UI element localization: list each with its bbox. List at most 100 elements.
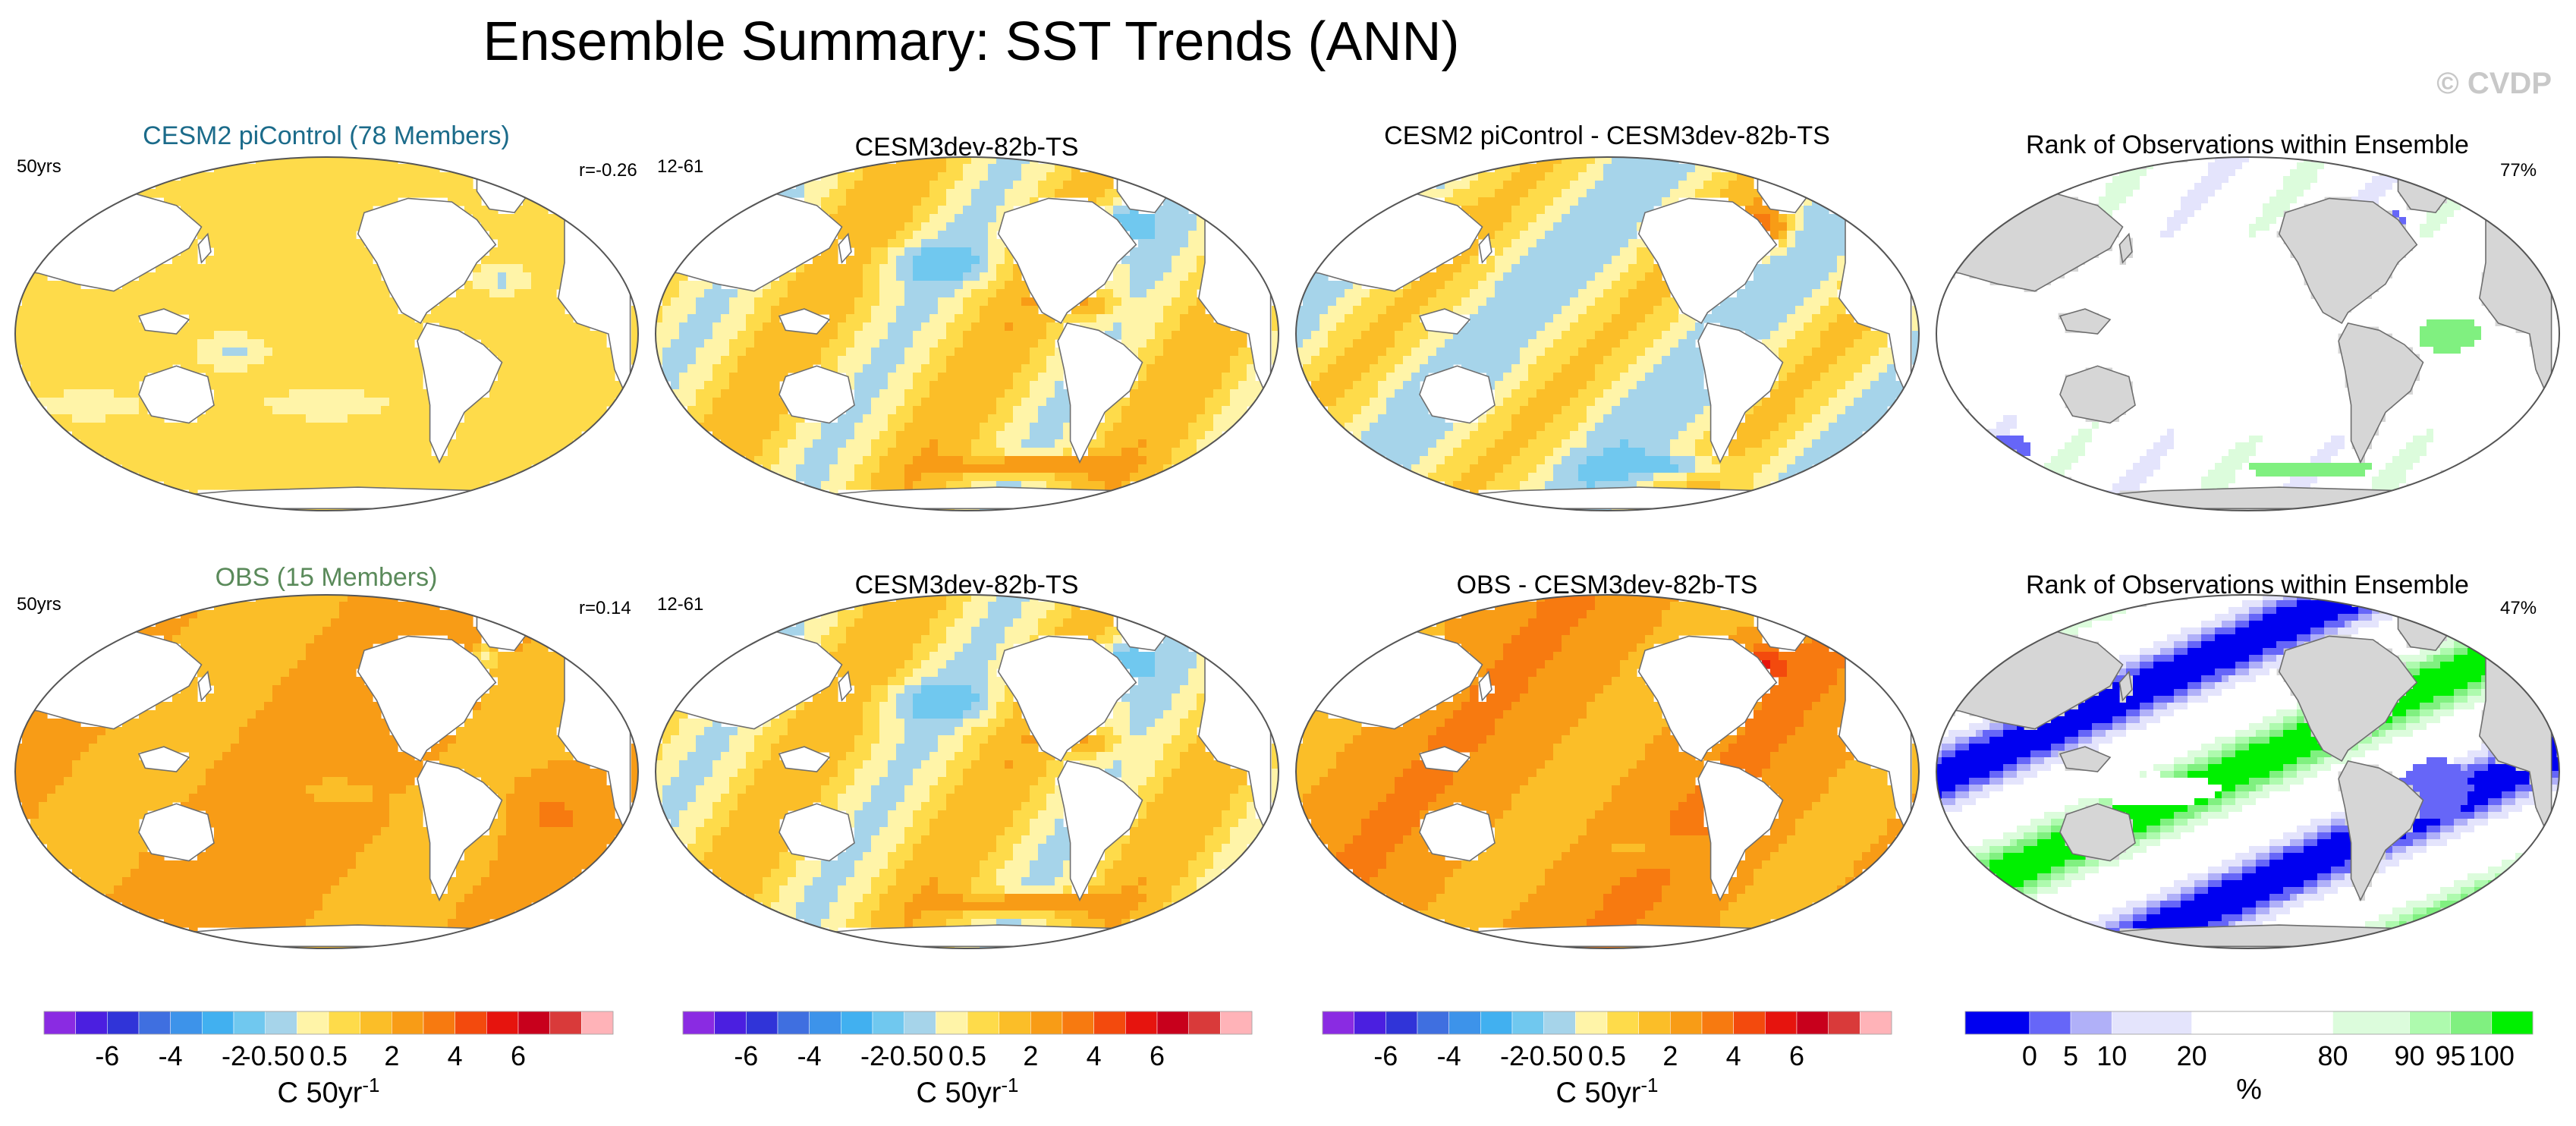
map-cell	[47, 373, 56, 382]
map-cell	[946, 181, 955, 190]
map-cell	[456, 322, 465, 332]
map-cell	[30, 348, 39, 357]
map-cell	[1879, 339, 1888, 348]
map-cell	[1005, 272, 1014, 282]
map-cell	[1013, 306, 1022, 315]
map-cell	[1578, 214, 1587, 223]
map-cell	[846, 364, 855, 373]
map-cell	[1395, 348, 1404, 357]
map-cell	[871, 473, 880, 482]
map-cell	[1745, 189, 1754, 198]
map-cell	[314, 473, 323, 482]
map-cell	[796, 473, 805, 482]
map-cell	[1536, 239, 1546, 248]
map-cell	[687, 281, 697, 290]
map-cell	[1319, 356, 1329, 365]
map-cell	[1829, 231, 1838, 240]
map-cell	[1155, 448, 1164, 457]
map-cell	[971, 157, 980, 165]
map-cell	[871, 439, 880, 448]
map-cell	[1503, 281, 1512, 290]
map-cell	[863, 206, 872, 215]
map-cell	[565, 414, 574, 423]
map-cell	[197, 306, 206, 315]
map-cell	[980, 339, 989, 348]
map-cell	[821, 431, 830, 440]
map-cell	[1071, 172, 1080, 181]
map-cell	[1728, 322, 1738, 332]
map-cell	[306, 456, 315, 465]
map-cell	[64, 414, 73, 423]
map-cell	[1005, 281, 1014, 290]
map-cell	[356, 157, 365, 165]
map-cell	[1172, 423, 1181, 432]
map-cell	[904, 406, 914, 415]
map-cell	[662, 348, 672, 357]
map-cell	[1213, 373, 1222, 382]
map-cell	[1461, 189, 1470, 198]
map-cell	[1678, 172, 1687, 181]
map-cell	[1553, 356, 1562, 365]
map-cell	[871, 314, 880, 323]
map-cell	[904, 473, 914, 482]
map-cell	[189, 297, 198, 307]
map-cell	[1645, 164, 1654, 173]
map-cell	[854, 272, 863, 282]
map-cell	[356, 256, 365, 265]
map-cell	[863, 414, 872, 423]
map-cell	[1163, 331, 1172, 340]
map-cell	[131, 456, 140, 465]
map-cell	[963, 181, 972, 190]
map-cell	[1021, 439, 1030, 448]
map-cell	[364, 206, 373, 215]
map-cell	[514, 406, 524, 415]
map-cell	[164, 331, 173, 340]
map-cell	[921, 414, 930, 423]
map-cell	[1130, 381, 1139, 390]
map-cell	[1013, 164, 1022, 173]
map-cell	[30, 339, 39, 348]
map-cell	[754, 431, 763, 440]
map-cell	[729, 381, 738, 390]
map-cell	[598, 356, 607, 365]
map-cell	[879, 306, 889, 315]
map-cell	[1005, 189, 1014, 198]
map-cell	[89, 289, 98, 298]
map-cell	[64, 281, 73, 290]
map-cell	[89, 389, 98, 398]
map-cell	[548, 331, 557, 340]
map-cell	[1570, 297, 1579, 307]
map-cell	[489, 281, 499, 290]
map-cell	[1678, 339, 1687, 348]
map-cell	[1653, 272, 1662, 282]
map-cell	[256, 297, 265, 307]
map-cell	[356, 389, 365, 398]
map-cell	[846, 214, 855, 223]
map-cell	[289, 381, 298, 390]
map-cell	[1612, 356, 1621, 365]
map-cell	[197, 356, 206, 365]
map-cell	[231, 339, 240, 348]
map-cell	[888, 164, 897, 173]
map-cell	[1021, 448, 1030, 457]
map-cell	[913, 381, 922, 390]
map-cell	[1578, 289, 1587, 298]
map-cell	[539, 214, 549, 223]
map-cell	[1411, 364, 1420, 373]
map-cell	[1121, 256, 1131, 265]
map-cell	[913, 239, 922, 248]
map-cell	[331, 306, 340, 315]
map-cell	[206, 214, 215, 223]
map-cell	[414, 456, 423, 465]
map-cell	[514, 247, 524, 256]
map-cell	[297, 157, 307, 165]
map-cell	[489, 222, 499, 231]
map-cell	[1013, 406, 1022, 415]
map-cell	[888, 314, 897, 323]
map-cell	[272, 364, 282, 373]
map-cell	[896, 348, 905, 357]
map-cell	[921, 281, 930, 290]
map-cell	[1146, 389, 1156, 398]
map-cell	[222, 172, 231, 181]
map-cell	[913, 448, 922, 457]
